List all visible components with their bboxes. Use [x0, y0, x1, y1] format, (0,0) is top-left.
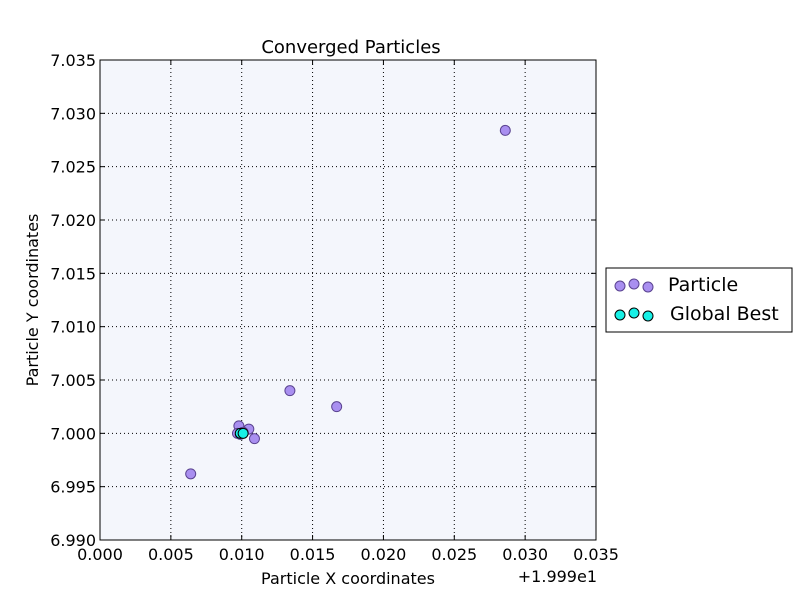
- y-axis-label: Particle Y coordinates: [23, 214, 42, 387]
- x-axis-ticks: 0.000 0.005 0.010 0.015 0.020 0.025 0.030 0.035: [77, 60, 619, 564]
- y-tick-label: 7.020: [50, 211, 96, 230]
- plot-frame: [99, 59, 597, 541]
- x-tick-label: 0.030: [502, 545, 548, 564]
- y-tick-label: 7.000: [50, 424, 96, 443]
- y-tick-label: 7.025: [50, 158, 96, 177]
- global-best-point: [237, 427, 249, 439]
- x-tick-label: 0.020: [361, 545, 407, 564]
- legend-marker-global-best: [614, 309, 626, 321]
- y-tick-label: 7.005: [50, 371, 96, 390]
- particle-point: [248, 433, 260, 445]
- y-axis-ticks: 6.990 6.995 7.000 7.005 7.010 7.015 7.020 7.025…: [50, 51, 596, 550]
- legend-markers: [614, 278, 654, 322]
- legend-box: [605, 267, 793, 333]
- y-tick-label: 7.015: [50, 264, 96, 283]
- particle-point: [185, 468, 197, 480]
- particle-point: [284, 385, 296, 397]
- legend-marker-global-best: [628, 307, 640, 319]
- data-points: [185, 124, 511, 480]
- x-axis-label: Particle X coordinates: [261, 569, 435, 588]
- x-tick-label: 0.005: [148, 545, 194, 564]
- x-tick-label: 0.000: [77, 545, 123, 564]
- plot-area: [100, 60, 596, 540]
- legend-marker-particle: [628, 278, 640, 290]
- x-tick-label: 0.035: [573, 545, 619, 564]
- legend-label-global-best: Global Best: [670, 303, 779, 325]
- y-tick-label: 6.995: [50, 478, 96, 497]
- y-tick-label: 7.030: [50, 104, 96, 123]
- x-tick-label: 0.015: [290, 545, 336, 564]
- legend-marker-particle: [614, 280, 626, 292]
- y-tick-label: 7.010: [50, 318, 96, 337]
- x-tick-label: 0.010: [219, 545, 265, 564]
- legend: Particle Global Best: [605, 267, 793, 333]
- legend-marker-particle: [642, 281, 654, 293]
- x-axis-offset: +1.999e1: [518, 567, 597, 586]
- legend-label-particle: Particle: [668, 274, 738, 296]
- particle-point: [499, 124, 511, 136]
- x-tick-label: 0.025: [431, 545, 477, 564]
- y-tick-label: 6.990: [50, 531, 96, 550]
- legend-marker-global-best: [642, 310, 654, 322]
- y-tick-label: 7.035: [50, 51, 96, 70]
- particle-point: [331, 401, 343, 413]
- chart-title: Converged Particles: [261, 37, 440, 58]
